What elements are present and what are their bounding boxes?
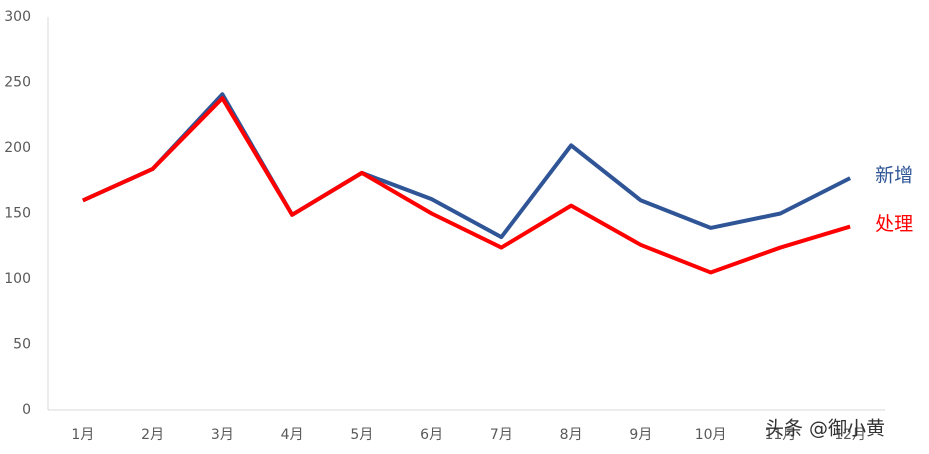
- x-tick-label: 10月: [695, 427, 727, 443]
- y-tick-label: 300: [4, 9, 31, 25]
- series-label: 处理: [875, 213, 913, 235]
- watermark: 头条 @御小黄: [765, 418, 885, 440]
- y-tick-label: 50: [13, 337, 31, 353]
- x-tick-label: 1月: [71, 427, 94, 443]
- y-tick-label: 250: [4, 75, 31, 91]
- y-tick-label: 0: [22, 402, 31, 418]
- x-tick-label: 9月: [629, 427, 652, 443]
- series-label: 新增: [875, 165, 913, 187]
- x-tick-label: 3月: [211, 427, 234, 443]
- x-tick-label: 11月: [764, 427, 796, 443]
- x-tick-label: 5月: [350, 427, 373, 443]
- x-tick-label: 6月: [420, 427, 443, 443]
- x-tick-label: 8月: [560, 427, 583, 443]
- series-line: [82, 96, 851, 275]
- y-tick-label: 200: [4, 140, 31, 156]
- x-tick-label: 4月: [281, 427, 304, 443]
- y-tick-label: 150: [4, 206, 31, 222]
- series-line: [82, 92, 852, 240]
- x-tick-label: 7月: [490, 427, 513, 443]
- x-tick-label: 2月: [141, 427, 164, 443]
- x-tick-label: 12月: [834, 427, 866, 443]
- y-tick-label: 100: [4, 271, 31, 287]
